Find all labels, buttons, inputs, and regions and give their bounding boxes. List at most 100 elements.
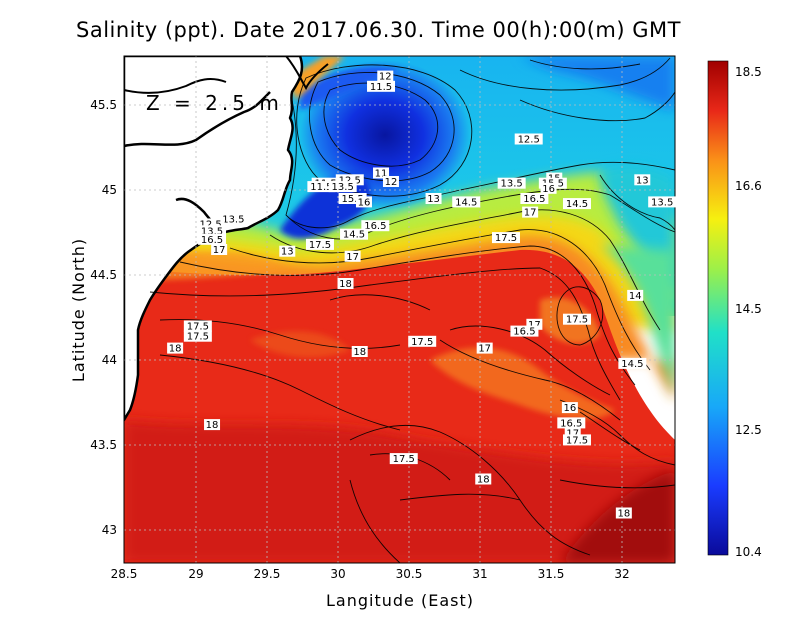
y-tick-labels: 45.5 45 44.5 44 43.5 43 <box>90 98 117 537</box>
contour-label-text: 13 <box>281 247 294 258</box>
contour-label: 13.5 <box>498 178 526 190</box>
colorbar-tick: 10.4 <box>735 545 762 559</box>
contour-label: 17 <box>345 251 361 263</box>
contour-label: 13 <box>426 193 442 205</box>
y-tick-label: 44.5 <box>90 268 117 282</box>
contour-label-text: 13.5 <box>332 182 354 193</box>
y-axis-title: Latitude (North) <box>69 238 88 382</box>
contour-label: 18 <box>352 346 368 358</box>
contour-label-text: 17 <box>478 344 491 355</box>
contour-label: 17.5 <box>492 232 520 244</box>
colorbar-ticks: 18.5 16.6 14.5 12.5 10.4 <box>735 65 762 559</box>
contour-label: 13.5 <box>648 196 676 208</box>
contour-label-text: 13.5 <box>501 179 523 190</box>
contour-label: 14.5 <box>340 229 368 241</box>
contour-label: 16 <box>562 402 578 414</box>
y-tick-label: 43.5 <box>90 438 117 452</box>
contour-label: 14.5 <box>563 198 591 210</box>
y-tick-label: 45 <box>102 183 117 197</box>
contour-label-text: 17 <box>213 245 226 256</box>
contour-label: 14.5 <box>618 358 646 370</box>
x-tick-label: 30 <box>330 567 345 581</box>
contour-label: 12.5 <box>515 134 543 146</box>
contour-label: 14 <box>627 290 643 302</box>
x-tick-label: 29 <box>188 567 203 581</box>
contour-label: 17 <box>522 207 538 219</box>
contour-label-text: 14.5 <box>455 197 477 208</box>
x-tick-label: 32 <box>614 567 629 581</box>
contour-label: 17 <box>477 343 493 355</box>
colorbar-tick: 16.6 <box>735 179 762 193</box>
contour-label-text: 17 <box>524 208 537 219</box>
depth-label: Z = 2.5 m <box>146 91 283 115</box>
contour-label: 16.5 <box>510 326 538 338</box>
contour-label: 18 <box>204 419 220 431</box>
contour-label: 17.5 <box>563 314 591 326</box>
contour-label-text: 12 <box>385 177 398 188</box>
contour-label: 14.5 <box>452 196 480 208</box>
contour-label-text: 16 <box>358 197 371 208</box>
contour-label-text: 18 <box>617 509 630 520</box>
contour-label: 13 <box>279 246 295 258</box>
contour-label-text: 13 <box>636 175 649 186</box>
contour-label: 17.5 <box>408 336 436 348</box>
contour-label: 13.5 <box>329 181 357 193</box>
contour-label: 12 <box>383 176 399 188</box>
contour-label: 17 <box>211 244 227 256</box>
contour-label: 12 <box>377 71 393 83</box>
contour-label: 17.5 <box>306 239 334 251</box>
contour-label: 11.5 <box>367 81 395 93</box>
contour-label-text: 18 <box>339 279 352 290</box>
contour-label: 16 <box>356 196 372 208</box>
x-tick-labels: 28.5 29 29.5 30 30.5 31 31.5 32 <box>111 567 630 581</box>
contour-label: 17.5 <box>563 434 591 446</box>
salinity-field <box>124 56 675 563</box>
contour-label-text: 11.5 <box>370 82 392 93</box>
contour-label-text: 17.5 <box>566 435 588 446</box>
x-tick-label: 31 <box>472 567 487 581</box>
colorbar-tick: 12.5 <box>735 423 762 437</box>
contour-label-text: 14.5 <box>566 199 588 210</box>
contour-label: 18 <box>167 343 183 355</box>
y-tick-label: 45.5 <box>90 98 117 112</box>
contour-label-text: 17.5 <box>187 332 209 343</box>
contour-label-text: 18 <box>477 475 490 486</box>
x-tick-label: 30.5 <box>396 567 423 581</box>
contour-label-text: 13 <box>427 194 440 205</box>
contour-label-text: 14.5 <box>343 230 365 241</box>
contour-label: 17.5 <box>390 453 418 465</box>
contour-label: 16.5 <box>520 193 548 205</box>
x-tick-label: 28.5 <box>111 567 138 581</box>
y-tick-label: 43 <box>102 523 117 537</box>
contour-label-text: 17.5 <box>393 454 415 465</box>
contour-label-text: 16.5 <box>523 194 545 205</box>
colorbar-tick: 14.5 <box>735 302 762 316</box>
contour-label: 17.5 <box>184 331 212 343</box>
contour-label-text: 13.5 <box>222 214 244 225</box>
contour-label-text: 14 <box>629 291 642 302</box>
contour-label-text: 12.5 <box>518 135 540 146</box>
contour-label-text: 17.5 <box>411 337 433 348</box>
x-tick-label: 31.5 <box>538 567 565 581</box>
contour-label: 18 <box>616 508 632 520</box>
contour-label-text: 18 <box>169 344 182 355</box>
contour-label: 13 <box>634 174 650 186</box>
contour-label-text: 17 <box>346 252 359 263</box>
contour-label-text: 18 <box>353 347 366 358</box>
contour-label-text: 16.5 <box>513 327 535 338</box>
contour-label-text: 13.5 <box>651 197 673 208</box>
contour-label-text: 17.5 <box>309 240 331 251</box>
contour-label-text: 17.5 <box>566 315 588 326</box>
contour-label-text: 18 <box>206 420 219 431</box>
contour-label-text: 17.5 <box>495 233 517 244</box>
colorbar-tick: 18.5 <box>735 65 762 79</box>
colorbar <box>708 61 728 555</box>
y-tick-label: 44 <box>102 353 117 367</box>
x-axis-title: Langitude (East) <box>326 591 474 610</box>
x-tick-label: 29.5 <box>254 567 281 581</box>
contour-label: 18 <box>338 278 354 290</box>
contour-label-text: 16 <box>564 403 577 414</box>
contour-label-text: 14.5 <box>621 359 643 370</box>
contour-label: 18 <box>475 474 491 486</box>
